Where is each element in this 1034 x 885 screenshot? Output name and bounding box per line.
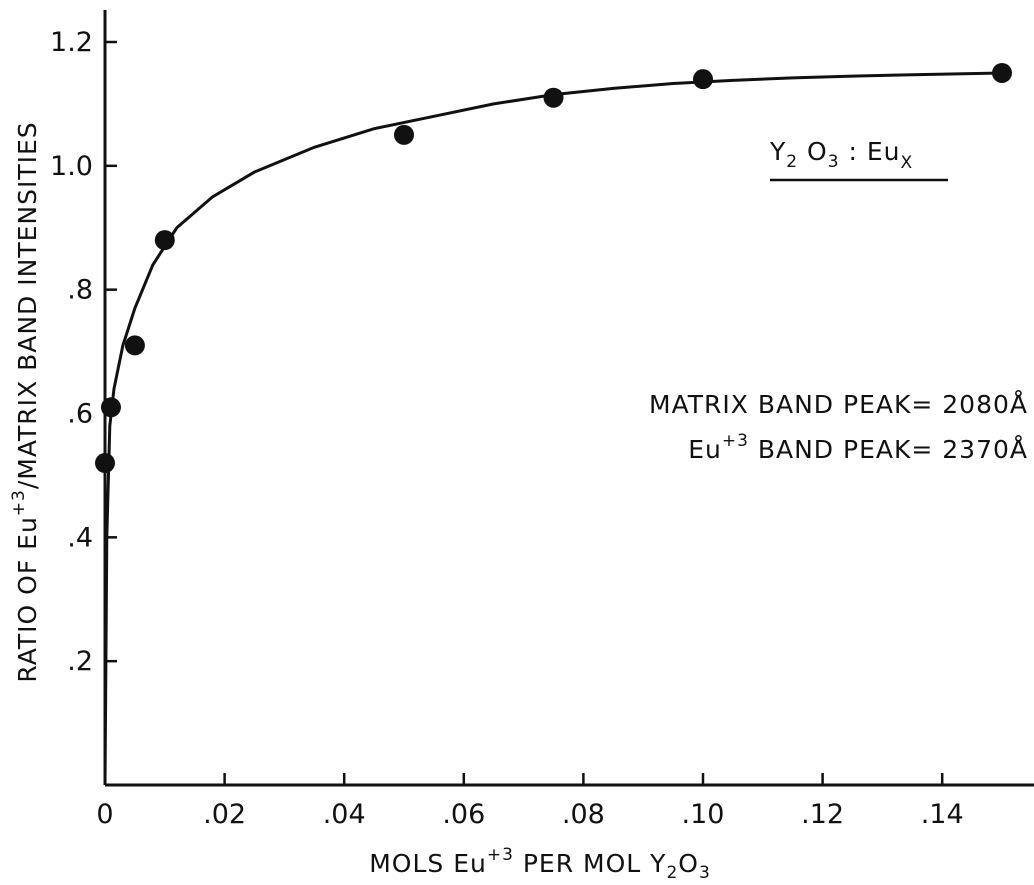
- x-ticks: 0 .02 .04 .06 .08 .10 .12 .14: [96, 773, 964, 830]
- x-tick-label: 0: [96, 799, 113, 830]
- x-tick-label: .04: [323, 799, 366, 830]
- data-point: [95, 453, 115, 474]
- y-tick-label: .2: [67, 646, 93, 677]
- y-tick-label: 1.0: [50, 151, 93, 182]
- x-tick-label: .10: [682, 799, 725, 830]
- data-point: [100, 397, 121, 418]
- data-point: [543, 87, 564, 108]
- fit-curve: [103, 71, 1003, 786]
- x-tick-label: .12: [801, 799, 844, 830]
- y-ticks: .2 .4 .6 .8 1.0 1.2: [50, 27, 117, 677]
- svg-text:Y2 O3 : EuX: Y2 O3 : EuX: [769, 137, 913, 173]
- y-tick-label: 1.2: [50, 27, 93, 58]
- data-point: [693, 69, 713, 90]
- x-axis-label: MOLS Eu+3 PER MOL Y2O3: [369, 845, 711, 883]
- x-tick-label: .02: [203, 799, 246, 830]
- data-point: [992, 62, 1012, 83]
- x-tick-label: .08: [562, 799, 605, 830]
- data-point: [154, 230, 175, 251]
- formula-annotation: Y2 O3 : EuX: [769, 137, 948, 182]
- data-point: [394, 124, 414, 145]
- x-tick-label: .14: [921, 799, 964, 830]
- y-tick-label: .4: [67, 522, 93, 553]
- y-axis-label: RATIO OF Eu+3/MATRIX BAND INTENSITIES: [9, 121, 42, 682]
- y-tick-label: .6: [67, 399, 93, 430]
- matrix-peak-annotation: MATRIX BAND PEAK= 2080Å: [649, 390, 1028, 419]
- data-point: [124, 335, 145, 356]
- x-tick-label: .06: [442, 799, 485, 830]
- data-points: [95, 62, 1012, 474]
- y-tick-label: .8: [67, 275, 93, 306]
- eu-peak-annotation: Eu+3 BAND PEAK= 2370Å: [688, 431, 1028, 464]
